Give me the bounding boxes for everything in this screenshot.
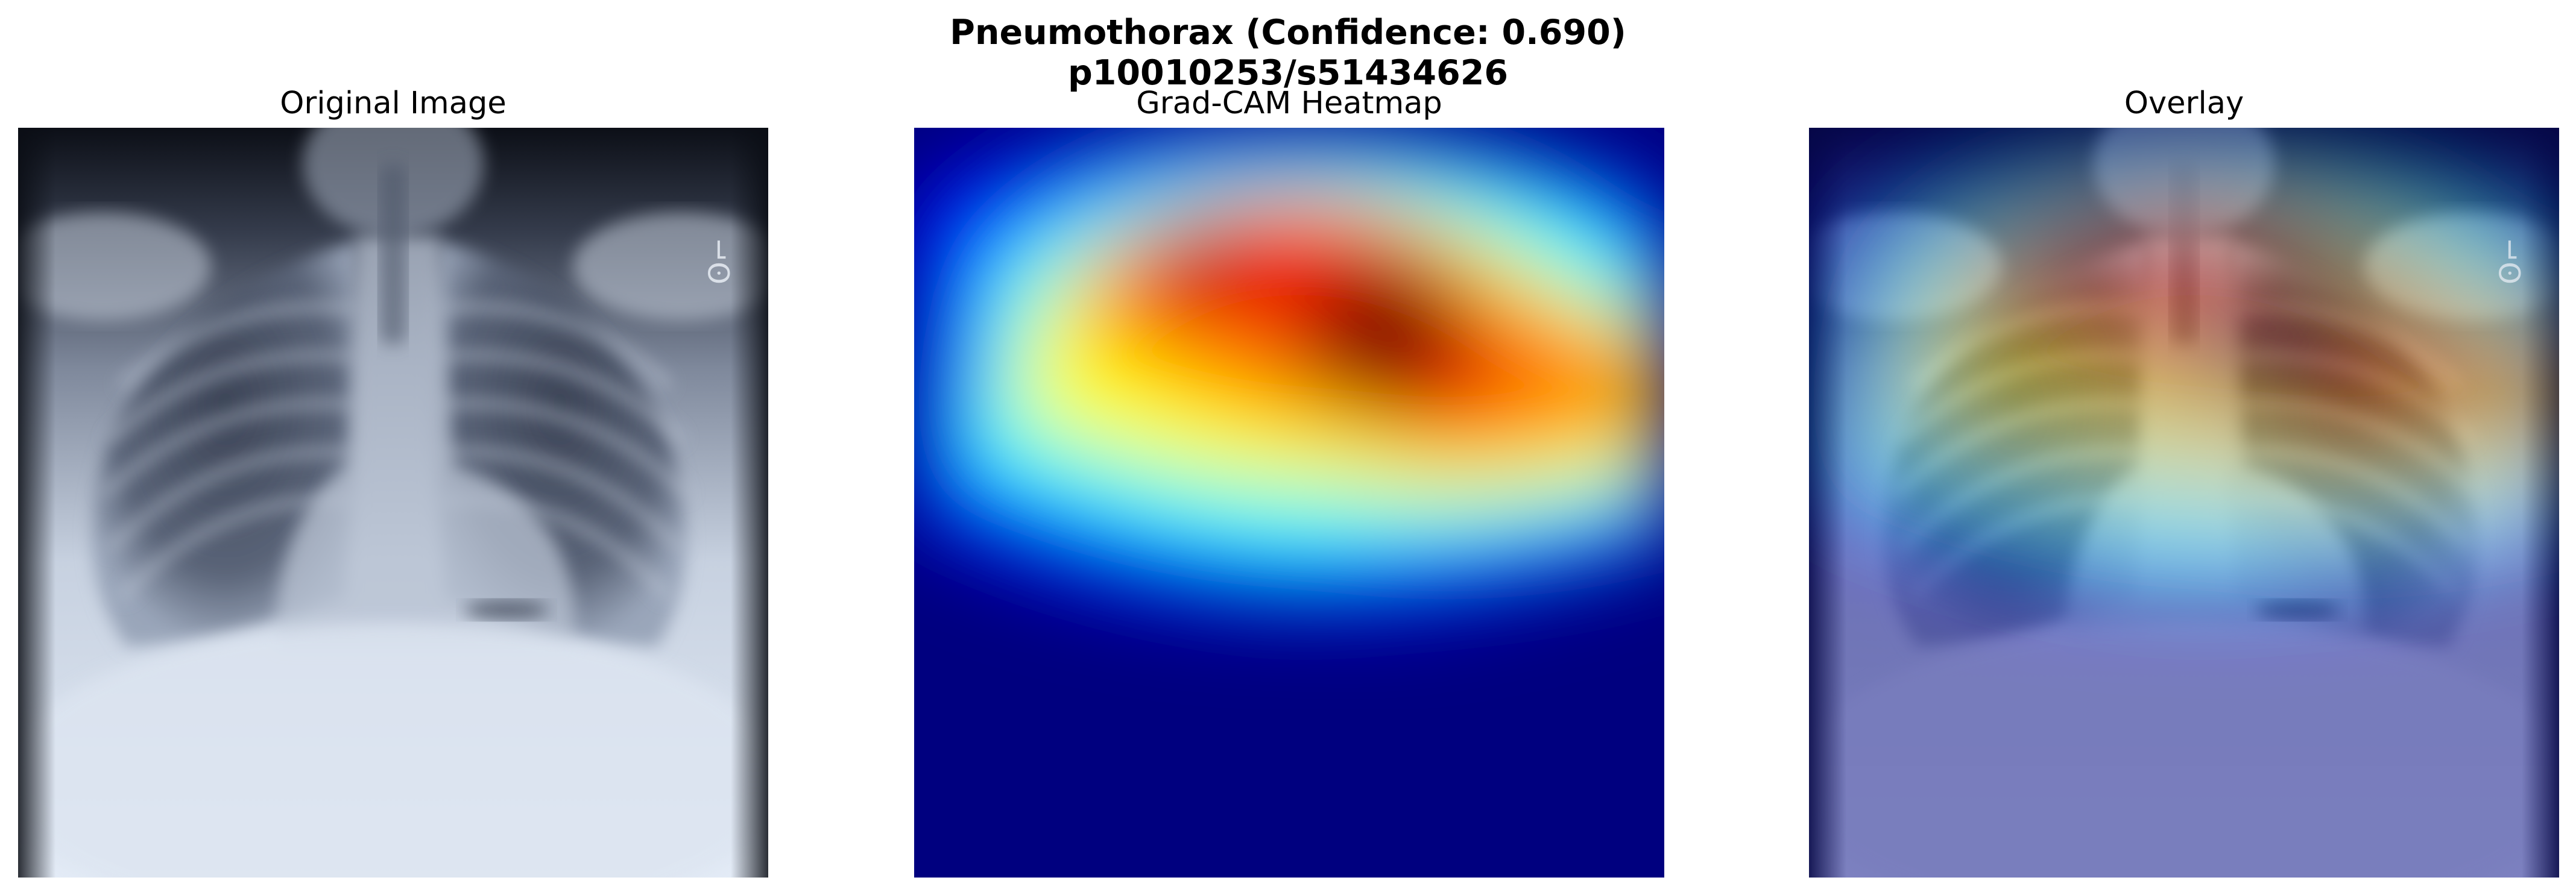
panel-title-overlay: Overlay [2124, 86, 2244, 121]
gradcam-heatmap-image [914, 128, 1664, 878]
overlay-marker-label: ʘ⌐ [2494, 237, 2528, 284]
original-xray-image: ʘ⌐ [18, 128, 768, 878]
overlay-svg: ʘ⌐ [1809, 128, 2559, 878]
figure-title: Pneumothorax (Confidence: 0.690) [950, 13, 1626, 52]
figure-subtitle-study-id: p10010253/s51434626 [1067, 53, 1509, 93]
gradcam-heatmap-svg [914, 128, 1664, 878]
original-xray-svg: ʘ⌐ [18, 128, 768, 878]
overlay-image: ʘ⌐ [1809, 128, 2559, 878]
panel-title-original: Original Image [280, 86, 507, 121]
xray-marker-label: ʘ⌐ [703, 237, 737, 284]
panel-title-heatmap: Grad-CAM Heatmap [1136, 86, 1442, 121]
